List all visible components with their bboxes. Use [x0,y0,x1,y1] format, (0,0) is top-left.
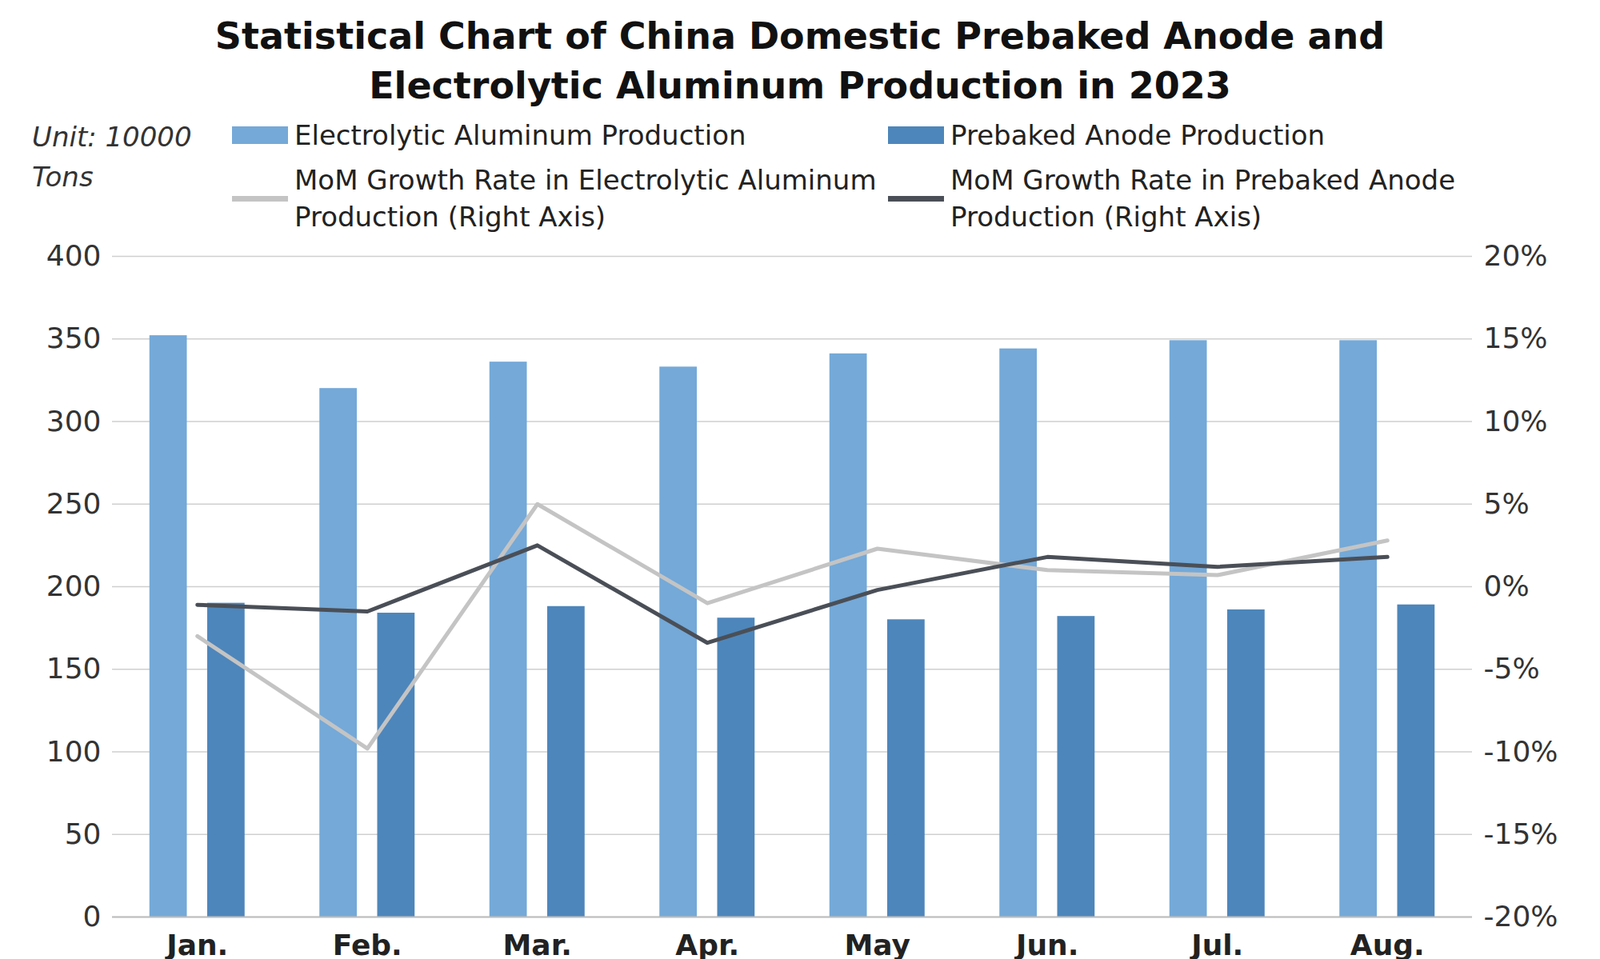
svg-text:300: 300 [46,404,102,438]
svg-text:Jul.: Jul. [1188,928,1244,959]
svg-text:5%: 5% [1484,487,1530,520]
svg-text:Jan.: Jan. [164,928,228,959]
svg-text:-10%: -10% [1484,735,1559,768]
html-text:MoM Growth Rate in Electrolyti: MoM Growth Rate in Electrolytic Aluminum… [294,164,877,233]
svg-text:May: May [844,928,911,959]
svg-text:Aug.: Aug. [1350,928,1425,959]
html-text:Electrolytic Aluminum Producti: Electrolytic Aluminum Production [294,119,746,152]
svg-text:150: 150 [46,652,102,685]
svg-text:0: 0 [83,900,102,933]
svg-text:400: 400 [46,239,102,272]
svg-text:Mar.: Mar. [503,928,572,959]
svg-text:Apr.: Apr. [675,928,740,959]
html-text:MoM Growth Rate in Prebaked An: MoM Growth Rate in Prebaked Anode Produc… [950,164,1456,233]
svg-text:200: 200 [46,569,102,603]
svg-text:350: 350 [46,321,102,355]
svg-text:Feb.: Feb. [332,928,403,959]
svg-text:-20%: -20% [1484,900,1559,933]
html-text:Prebaked Anode Production: Prebaked Anode Production [950,119,1325,152]
svg-text:-15%: -15% [1484,817,1559,851]
svg-text:10%: 10% [1484,404,1548,438]
svg-text:0%: 0% [1484,569,1530,603]
svg-text:20%: 20% [1484,239,1548,272]
html-text:Statistical Chart of China Dom: Statistical Chart of China Domestic Preb… [215,14,1385,108]
html-text:Unit: 10000 Tons: Unit: 10000 Tons [32,120,192,193]
svg-text:50: 50 [64,817,102,851]
svg-text:-5%: -5% [1484,652,1540,685]
svg-text:100: 100 [46,735,102,768]
svg-text:Jun.: Jun. [1013,928,1079,959]
svg-text:15%: 15% [1484,321,1548,355]
svg-text:250: 250 [46,487,102,520]
